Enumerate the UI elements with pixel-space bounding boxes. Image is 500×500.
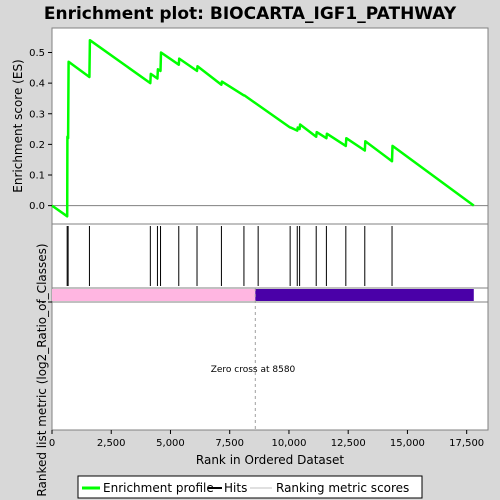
legend-metric-label: Ranking metric scores	[276, 481, 409, 495]
xtick-label: 12,500	[331, 438, 366, 449]
es-ytick-label: 0.4	[29, 79, 45, 90]
es-ytick-label: 0.3	[29, 109, 45, 120]
enrichment-profile-line	[51, 38, 475, 218]
legend-enrichment-label: Enrichment profile	[103, 481, 214, 495]
metric-axis-label: Ranked list metric (log2_Ratio_of_Classe…	[35, 243, 49, 496]
hits-panel	[51, 223, 489, 289]
x-axis-label: Rank in Ordered Dataset	[196, 453, 344, 467]
es-ytick-label: 0.5	[29, 48, 45, 59]
metric-panel	[51, 301, 489, 431]
xtick-label: 17,500	[449, 438, 484, 449]
xtick-label: 10,000	[271, 438, 306, 449]
xtick-label: 2,500	[97, 438, 126, 449]
xtick-label: 0	[49, 438, 55, 449]
color-bar-negative	[255, 289, 474, 301]
es-panel	[51, 27, 489, 225]
legend: Enrichment profile Hits Ranking metric s…	[77, 475, 423, 499]
chart-title: Enrichment plot: BIOCARTA_IGF1_PATHWAY	[44, 4, 457, 24]
es-axis-label: Enrichment score (ES)	[11, 59, 25, 192]
es-ytick-label: 0.2	[29, 140, 45, 151]
zero-cross-label: Zero cross at 8580	[211, 365, 296, 375]
hits-layer	[66, 226, 393, 286]
xtick-label: 15,000	[390, 438, 425, 449]
metric-ytick-label: -	[41, 298, 45, 309]
color-bar	[52, 289, 474, 301]
color-bar-positive	[52, 289, 256, 301]
es-layer	[51, 38, 488, 218]
legend-box	[77, 475, 423, 499]
xtick-label: 7,500	[215, 438, 244, 449]
es-ytick-label: 0.0	[29, 201, 45, 212]
xtick-label: 5,000	[156, 438, 185, 449]
legend-hits-label: Hits	[224, 481, 247, 495]
es-ytick-label: 0.1	[29, 171, 45, 182]
axis-layer: 0.0 0.1 0.2 0.3 0.4 0.5 - 0 2,500 5,000 7,500 10,00…	[29, 48, 484, 449]
